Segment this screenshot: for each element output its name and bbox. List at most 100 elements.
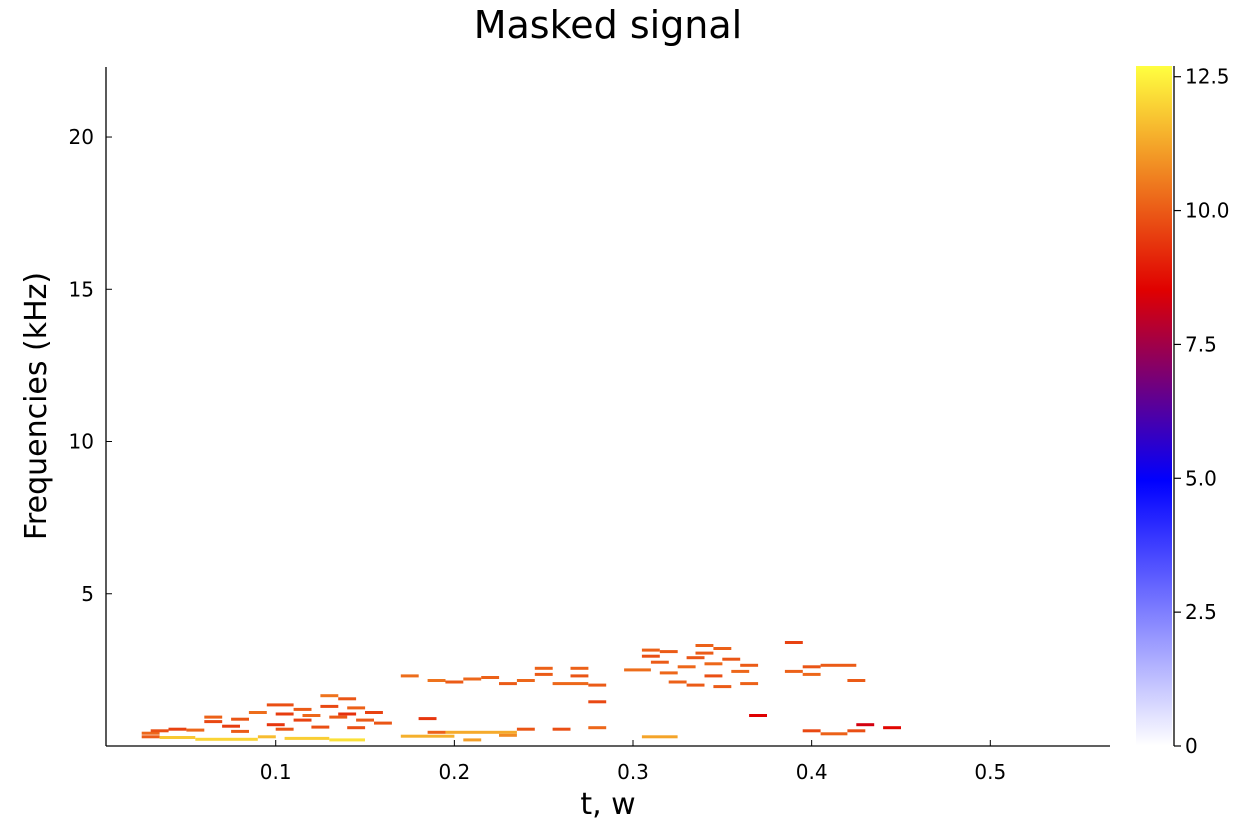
heatmap-cell	[204, 715, 223, 719]
heatmap-cell	[418, 717, 437, 721]
heatmap-cell	[204, 720, 223, 724]
colorbar-tick-label: 0	[1185, 734, 1198, 758]
heatmap-cell	[713, 685, 732, 689]
heatmap-cell	[141, 731, 160, 735]
heatmap-cell	[141, 735, 160, 739]
heatmap-cell	[641, 654, 660, 658]
heatmap-cell	[347, 706, 366, 710]
x-tick-label: 0.3	[617, 760, 649, 784]
x-tick-label: 0.1	[260, 760, 292, 784]
heatmap-cell	[400, 674, 419, 678]
heatmap-cell	[293, 707, 312, 711]
x-ticks: 0.1 0.2 0.3 0.4 0.5	[260, 740, 1006, 784]
heatmap-cell	[784, 641, 803, 644]
heatmap-cell	[195, 737, 258, 741]
heatmap-cell	[320, 704, 339, 708]
x-tick-label: 0.5	[974, 760, 1006, 784]
heatmap-cell	[534, 672, 553, 676]
heatmap-cell	[802, 672, 821, 676]
heatmap-cell	[740, 663, 759, 667]
heatmap-cell	[257, 735, 276, 739]
colorbar: 0 2.5 5.0 7.5 10.0 12.5	[1136, 65, 1230, 758]
heatmap-cell	[516, 679, 535, 682]
heatmap-cell	[731, 669, 750, 673]
heatmap-cell	[704, 674, 723, 678]
heatmap-cell	[588, 726, 607, 730]
heatmap-cell	[784, 669, 803, 673]
y-tick-label: 20	[69, 125, 94, 149]
heatmap-cell	[445, 730, 517, 734]
y-tick-label: 5	[81, 582, 94, 606]
colorbar-tick-label: 7.5	[1185, 332, 1217, 356]
heatmap-cell	[641, 735, 678, 739]
heatmap-cell	[740, 682, 759, 686]
heatmap-cell	[266, 703, 294, 707]
heatmap-cell	[302, 714, 321, 717]
heatmap-cell	[856, 723, 875, 727]
heatmap-cell	[275, 727, 294, 731]
heatmap-cell	[400, 734, 455, 738]
heatmap-cell	[445, 680, 464, 684]
heatmap-cell	[266, 723, 285, 727]
heatmap-cell	[695, 644, 714, 647]
heatmap-cell	[159, 736, 196, 739]
heatmap-cell	[463, 677, 482, 681]
heatmap-cell	[320, 694, 339, 698]
heatmap-cell	[168, 727, 187, 731]
heatmap-cell	[695, 651, 714, 655]
heatmap-cell	[588, 700, 607, 704]
heatmap-cell	[624, 668, 651, 672]
heatmap-cell	[686, 683, 705, 687]
heatmap-cell	[499, 682, 517, 686]
y-axis-label: Frequencies (kHz)	[19, 272, 54, 540]
heatmap-cell	[552, 727, 571, 731]
heatmap-cell	[365, 711, 383, 714]
colorbar-tick-label: 10.0	[1185, 199, 1230, 223]
heatmap-cell	[374, 721, 392, 725]
heatmap-cell	[329, 738, 365, 742]
heatmap-cell	[284, 736, 330, 740]
heatmap-cell	[311, 725, 330, 729]
heatmap-cell	[186, 728, 205, 732]
heatmap-cell	[847, 679, 866, 682]
heatmap-cell	[329, 715, 348, 719]
heatmap-cell	[222, 724, 240, 728]
heatmap-cell	[481, 676, 500, 679]
heatmap-cell	[883, 726, 901, 730]
heatmap-cell	[293, 718, 312, 722]
heatmap-cell	[659, 650, 678, 654]
heatmap-cell	[802, 665, 821, 669]
heatmap-cell	[650, 660, 669, 664]
heatmap-cell	[713, 647, 732, 650]
heatmap-cell	[534, 666, 553, 670]
colorbar-tick-label: 2.5	[1185, 600, 1217, 624]
heatmap-cell	[347, 726, 366, 730]
heatmap-cell	[516, 727, 535, 731]
heatmap-cell	[499, 733, 517, 737]
heatmap-cell	[820, 663, 857, 667]
heatmap-cell	[588, 683, 607, 687]
x-tick-label: 0.2	[438, 760, 470, 784]
heatmap-cells	[141, 641, 901, 742]
heatmap-cell	[427, 730, 446, 734]
y-tick-label: 10	[69, 430, 94, 454]
colorbar-gradient	[1136, 66, 1172, 746]
heatmap-cell	[570, 666, 589, 670]
heatmap-cell	[231, 717, 249, 721]
heatmap-cell	[686, 656, 705, 660]
heatmap-cell	[847, 729, 866, 733]
heatmap-cell	[570, 674, 589, 678]
heatmap-cell	[463, 738, 482, 742]
x-axis-label: t, w	[580, 787, 635, 822]
y-tick-label: 15	[69, 277, 94, 301]
heatmap-cell	[659, 671, 678, 675]
heatmap-cell	[275, 712, 294, 716]
heatmap-cell	[641, 648, 660, 652]
heatmap-cell	[356, 718, 374, 722]
heatmap-cell	[552, 682, 589, 686]
x-tick-label: 0.4	[796, 760, 828, 784]
chart-title: Masked signal	[474, 3, 743, 47]
heatmap-cell	[677, 665, 696, 669]
heatmap-cell	[427, 679, 446, 682]
